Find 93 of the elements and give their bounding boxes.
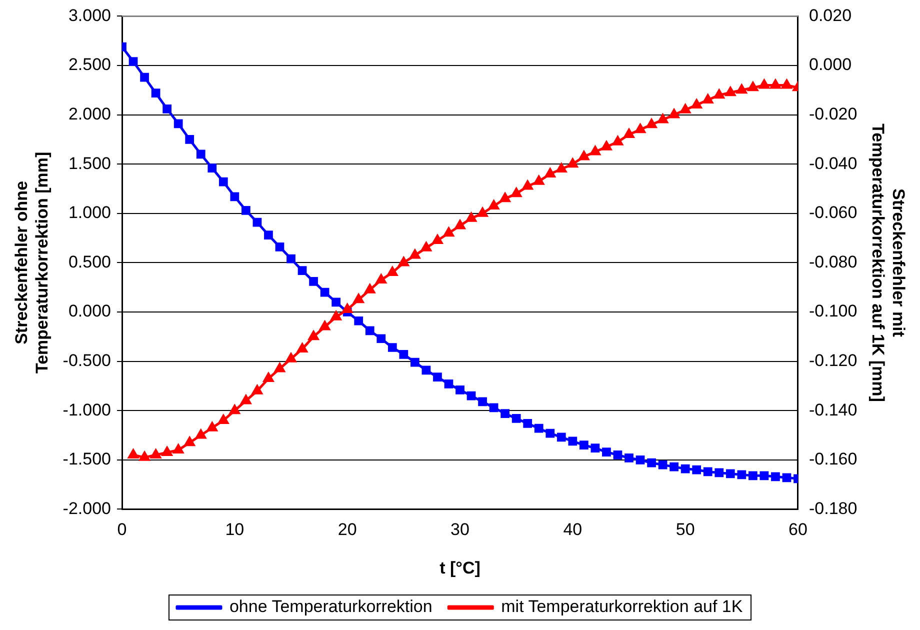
point [759,79,770,89]
point [488,200,499,210]
y2-tick-label: -0.040 [808,154,858,173]
point [646,118,657,128]
point [263,372,274,382]
y2-tick-label: -0.080 [808,252,858,272]
point [139,452,150,461]
point [218,414,229,424]
point [454,220,466,230]
point [782,79,792,89]
point [568,158,578,168]
point [466,212,476,222]
point [240,394,252,404]
point [364,284,376,294]
x-tick-label: 30 [450,520,470,540]
y-tick-label: -2.000 [62,498,112,518]
point [590,146,600,156]
point [150,449,161,458]
point [330,311,342,320]
y-tick-label: 3.000 [68,6,112,25]
point [556,163,567,173]
x-tick-label: 0 [117,520,127,540]
point [320,321,330,330]
point [624,128,634,138]
point [544,168,556,178]
y-axis-title: Streckenfehler ohne Temperaturkorrektion [mm] [12,152,52,374]
point [725,86,736,96]
y-tick-label: 2.500 [68,55,112,74]
point [601,141,612,150]
point [691,99,702,108]
x-tick-label: 10 [225,520,244,540]
point [342,304,352,314]
point [658,114,668,124]
point [714,89,724,99]
x-tick-label: 50 [676,520,695,540]
point [230,404,240,414]
point [748,82,758,92]
point [770,79,781,89]
point [398,256,409,266]
y-tick-label: 1.500 [68,154,112,173]
point [206,422,218,432]
point [421,242,432,252]
point [353,294,364,304]
point [376,274,386,284]
y-tick-label: -0.500 [62,350,112,370]
legend-label: mit Temperaturkorrektion auf 1K [501,597,744,616]
y-tick-label: 0.500 [68,252,112,272]
point [387,266,398,276]
x-axis-title: t [°C] [440,558,480,578]
point [635,124,646,134]
point [534,176,544,185]
point [736,84,747,94]
point [578,150,590,160]
point [184,436,195,446]
point [702,94,714,104]
y-tick-label: -1.500 [62,450,112,469]
point [477,208,488,217]
y2-tick-label: -0.020 [808,104,858,124]
y2-tick-label: -0.100 [808,302,858,321]
y2-tick-label: -0.120 [808,350,858,370]
point [297,343,308,352]
x-tick-label: 40 [563,520,582,540]
point [511,188,522,198]
y-tick-label: 0.000 [68,302,112,321]
point [252,385,262,394]
point [286,353,296,362]
y-tick-label: 2.000 [68,104,112,124]
point [196,430,206,439]
point [410,250,420,259]
x-tick-label: 60 [788,520,808,540]
point [173,444,184,454]
y2-axis-title: Streckenfehler mit Temperaturkorrektion auf 1K [mm] [868,124,908,402]
y-tick-label: -1.000 [62,400,112,420]
y2-tick-label: 0.020 [808,6,852,25]
y-tick-label: 1.000 [68,203,112,222]
point [162,446,172,456]
point [522,180,533,190]
point [500,192,510,202]
point [128,449,138,458]
point [432,234,443,244]
point [668,109,680,118]
point [308,330,319,340]
y2-tick-label: -0.140 [808,400,858,420]
y2-tick-label: -0.180 [808,498,858,518]
point [680,104,690,114]
point [444,227,454,237]
y2-tick-label: -0.060 [808,203,858,222]
y2-tick-label: -0.160 [808,450,858,469]
y2-tick-label: 0.000 [808,55,852,74]
x-tick-label: 20 [338,520,357,540]
legend-label: ohne Temperaturkorrektion [229,597,432,616]
point [274,362,285,372]
point [612,136,623,146]
